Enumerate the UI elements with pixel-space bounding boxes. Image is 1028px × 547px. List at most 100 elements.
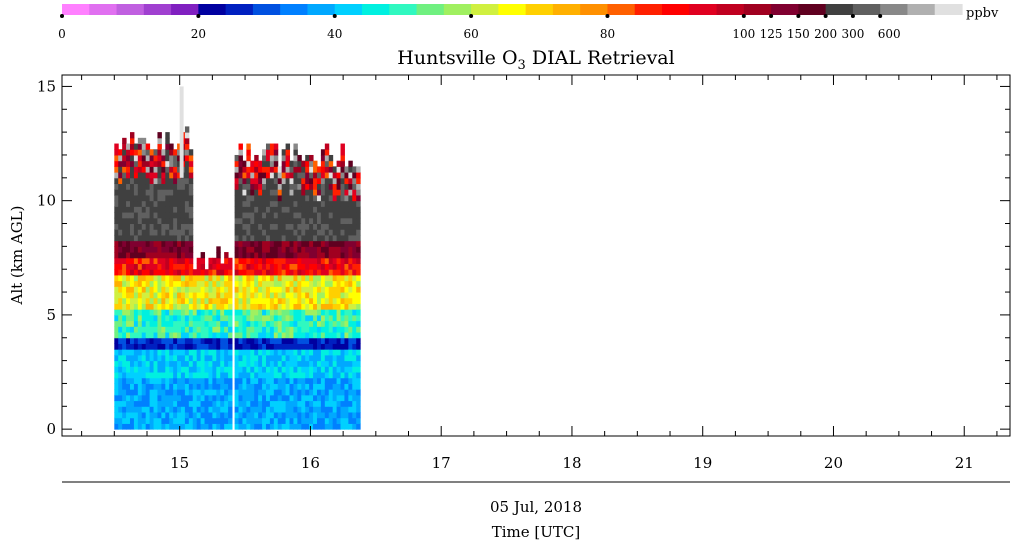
heatmap-cell: [238, 200, 243, 207]
heatmap-cell: [316, 183, 322, 190]
heatmap-cell: [293, 337, 298, 344]
heatmap-cell: [356, 394, 361, 402]
heatmap-cell: [122, 349, 127, 356]
heatmap-cell: [352, 320, 357, 327]
heatmap-cell: [145, 314, 151, 322]
heatmap-cell: [169, 314, 174, 322]
heatmap-cell: [129, 137, 135, 145]
heatmap-cell: [141, 240, 147, 247]
heatmap-cell: [316, 394, 322, 402]
heatmap-cell: [344, 417, 349, 424]
heatmap-cell: [165, 360, 170, 367]
heatmap-cell: [149, 263, 155, 270]
heatmap-cell: [200, 417, 206, 424]
heatmap-cell: [208, 297, 213, 304]
heatmap-cell: [265, 194, 271, 202]
heatmap-cell: [114, 240, 119, 247]
heatmap-cell: [344, 400, 349, 407]
heatmap-cell: [180, 412, 186, 419]
heatmap-cell: [265, 172, 271, 179]
heatmap-cell: [297, 189, 302, 196]
heatmap-cell: [204, 326, 209, 333]
heatmap-cell: [137, 200, 143, 207]
heatmap-cell: [129, 223, 135, 230]
heatmap-cell: [277, 337, 283, 344]
heatmap-cell: [145, 154, 151, 162]
heatmap-cell: [293, 292, 298, 299]
heatmap-cell: [324, 200, 330, 207]
heatmap-cell: [328, 257, 334, 264]
heatmap-cell: [216, 412, 221, 419]
heatmap-cell: [126, 154, 131, 162]
heatmap-cell: [180, 423, 186, 430]
colorbar-swatch: [143, 4, 172, 15]
heatmap-cell: [153, 292, 158, 299]
heatmap-cell: [273, 269, 279, 276]
heatmap-cell: [285, 183, 291, 190]
heatmap-cell: [313, 280, 318, 287]
heatmap-cell: [224, 320, 229, 327]
heatmap-cell: [348, 332, 353, 339]
heatmap-cell: [309, 343, 314, 350]
heatmap-cell: [141, 274, 147, 282]
colorbar-swatch: [907, 4, 936, 15]
heatmap-cell: [336, 332, 342, 339]
heatmap-cell: [316, 166, 322, 173]
heatmap-cell: [262, 309, 267, 316]
heatmap-cell: [212, 423, 217, 430]
heatmap-cell: [234, 257, 240, 264]
heatmap-cell: [129, 297, 135, 304]
heatmap-cell: [297, 377, 302, 384]
heatmap-cell: [336, 394, 342, 402]
heatmap-cell: [250, 297, 255, 304]
heatmap-cell: [141, 297, 147, 304]
heatmap-cell: [297, 400, 302, 407]
heatmap-cell: [238, 263, 243, 270]
heatmap-cell: [184, 234, 190, 242]
heatmap-cell: [173, 154, 178, 162]
heatmap-cell: [340, 360, 345, 367]
heatmap-cell: [250, 160, 255, 167]
heatmap-cell: [129, 166, 135, 173]
heatmap-cell: [258, 326, 263, 333]
heatmap-cell: [173, 297, 178, 304]
heatmap-cell: [305, 257, 310, 264]
heatmap-cell: [328, 354, 334, 362]
heatmap-cell: [200, 349, 206, 356]
heatmap-cell: [285, 166, 291, 173]
colorbar-swatch: [580, 4, 609, 15]
heatmap-cell: [180, 332, 186, 339]
heatmap-cell: [242, 383, 247, 390]
heatmap-cell: [356, 337, 361, 344]
heatmap-cell: [301, 406, 306, 413]
heatmap-cell: [177, 309, 182, 316]
heatmap-cell: [328, 286, 334, 293]
heatmap-cell: [126, 400, 131, 407]
heatmap-cell: [250, 389, 255, 396]
heatmap-cell: [320, 377, 326, 384]
heatmap-cell: [114, 360, 119, 367]
heatmap-cell: [192, 354, 198, 362]
heatmap-cell: [313, 274, 318, 282]
heatmap-cell: [301, 240, 306, 247]
heatmap-cell: [340, 320, 345, 327]
heatmap-cell: [208, 320, 213, 327]
heatmap-cell: [246, 206, 251, 213]
heatmap-cell: [200, 354, 206, 362]
heatmap-cell: [340, 194, 345, 202]
heatmap-cell: [348, 412, 353, 419]
heatmap-cell: [157, 143, 162, 150]
colorbar-swatch: [552, 4, 581, 15]
heatmap-cell: [328, 394, 334, 402]
heatmap-cell: [177, 269, 182, 276]
heatmap-cell: [161, 234, 166, 242]
heatmap-cell: [126, 406, 131, 413]
heatmap-cell: [165, 377, 170, 384]
heatmap-cell: [254, 246, 259, 253]
heatmap-cell: [204, 377, 209, 384]
heatmap-cell: [118, 343, 123, 350]
colorbar-swatch: [62, 4, 90, 15]
heatmap-cell: [258, 274, 263, 282]
heatmap-cell: [305, 297, 310, 304]
heatmap-cell: [293, 246, 298, 253]
